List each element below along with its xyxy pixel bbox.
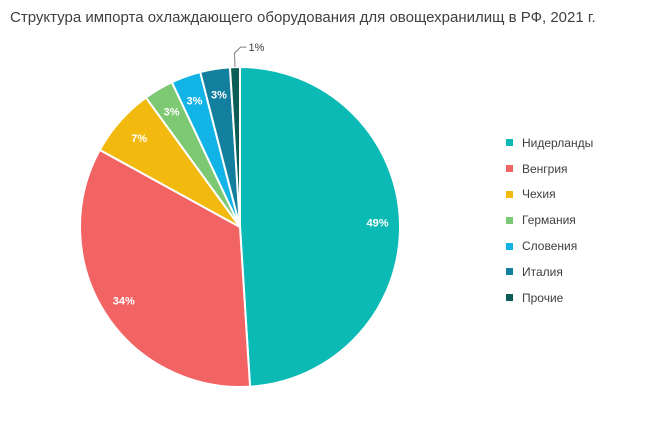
- pie-slice-netherlands: [239, 65, 401, 388]
- pie-slice-other: [228, 65, 241, 228]
- chart-title: Структура импорта охлаждающего оборудова…: [10, 9, 596, 26]
- legend-item-germany: Германия: [506, 207, 593, 233]
- chart-legend: Нидерланды Венгрия Чехия Германия Словения Ит…: [506, 130, 593, 311]
- legend-swatch: [506, 165, 513, 173]
- legend-swatch: [506, 139, 513, 147]
- slice-label-netherlands: 49%: [367, 218, 389, 230]
- legend-label: Германия: [522, 213, 576, 228]
- legend-label: Нидерланды: [522, 135, 594, 150]
- legend-swatch: [506, 190, 513, 198]
- legend-item-other: Прочие: [506, 285, 593, 311]
- legend-label: Венгрия: [522, 161, 568, 176]
- slice-label-other: 1%: [249, 42, 265, 54]
- legend-swatch: [506, 294, 513, 302]
- legend-label: Италия: [522, 264, 563, 279]
- slice-leader-other: [234, 46, 247, 68]
- legend-item-netherlands: Нидерланды: [506, 130, 593, 156]
- legend-item-italy: Италия: [506, 259, 593, 285]
- legend-swatch: [506, 216, 513, 224]
- legend-item-czechia: Чехия: [506, 182, 593, 208]
- slice-label-germany: 3%: [164, 106, 180, 118]
- slice-label-italy: 3%: [211, 89, 227, 101]
- slice-label-czechia: 7%: [131, 133, 147, 145]
- legend-item-hungary: Венгрия: [506, 156, 593, 182]
- slice-label-slovenia: 3%: [187, 96, 203, 108]
- legend-label: Словения: [522, 239, 578, 254]
- legend-label: Чехия: [522, 187, 556, 202]
- legend-swatch: [506, 242, 513, 250]
- legend-item-slovenia: Словения: [506, 233, 593, 259]
- legend-label: Прочие: [522, 290, 564, 305]
- slice-label-hungary: 34%: [113, 296, 135, 308]
- legend-swatch: [506, 268, 513, 276]
